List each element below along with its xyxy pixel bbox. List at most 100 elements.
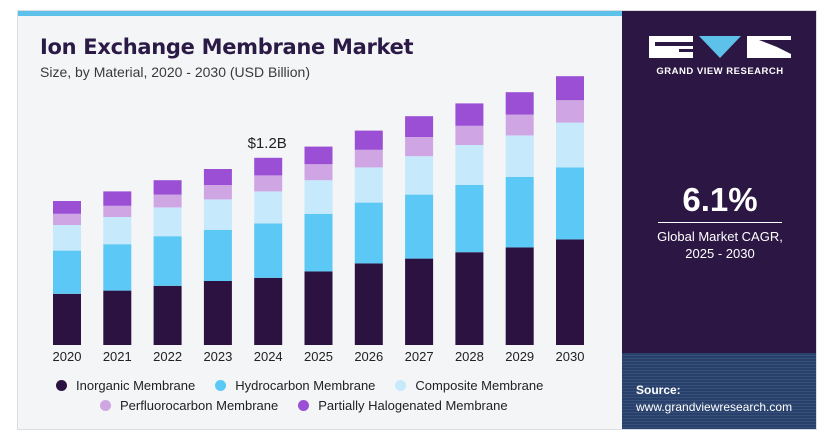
- bar-inorganic-membrane-2026: [354, 263, 383, 345]
- bar-composite-membrane-2023: [203, 199, 232, 230]
- legend-item-composite: Composite Membrane: [395, 378, 543, 393]
- chart-panel: Ion Exchange Membrane Market Size, by Ma…: [18, 11, 622, 429]
- bar-inorganic-membrane-2029: [505, 247, 534, 345]
- bar-hydrocarbon-membrane-2023: [203, 229, 232, 281]
- bar-partially-halogenated-membrane-2024: [254, 157, 283, 176]
- bar-perfluorocarbon-membrane-2024: [254, 175, 283, 192]
- bar-composite-membrane-2030: [556, 122, 584, 168]
- x-tick-label: 2022: [153, 349, 182, 364]
- x-tick-label: 2021: [103, 349, 132, 364]
- bar-partially-halogenated-membrane-2020: [53, 201, 81, 214]
- bar-perfluorocarbon-membrane-2023: [203, 185, 232, 200]
- stacked-bar-chart: 2020 2021 2022 2023 2024 2025 2026 2027 2028 2029…: [53, 76, 585, 364]
- legend-item-hydrocarbon: Hydrocarbon Membrane: [215, 378, 375, 393]
- bar-perfluorocarbon-membrane-2025: [304, 164, 333, 181]
- x-tick-label: 2023: [203, 349, 232, 364]
- bar-hydrocarbon-membrane-2029: [505, 177, 534, 248]
- bar-hydrocarbon-membrane-2025: [304, 213, 333, 272]
- brand-name: GRAND VIEW RESEARCH: [656, 66, 784, 77]
- x-tick-label: 2030: [556, 349, 585, 364]
- bar-partially-halogenated-membrane-2026: [354, 130, 383, 150]
- grand-view-research-logo: [649, 36, 791, 58]
- bar-inorganic-membrane-2030: [556, 239, 584, 345]
- bar-partially-halogenated-membrane-2028: [455, 103, 484, 126]
- bar-hydrocarbon-membrane-2030: [556, 167, 584, 240]
- x-tick-label: 2025: [304, 349, 333, 364]
- x-tick-label: 2029: [505, 349, 534, 364]
- bar-perfluorocarbon-membrane-2026: [354, 149, 383, 168]
- bar-perfluorocarbon-membrane-2029: [505, 114, 534, 136]
- bar-composite-membrane-2020: [53, 225, 81, 251]
- bar-partially-halogenated-membrane-2030: [556, 76, 584, 101]
- legend-row-1: Inorganic Membrane Hydrocarbon Membrane …: [56, 378, 543, 393]
- bar-perfluorocarbon-membrane-2027: [405, 137, 434, 157]
- sidebar-panel: GRAND VIEW RESEARCH 6.1% Global Market C…: [622, 11, 816, 429]
- legend-label: Hydrocarbon Membrane: [235, 378, 376, 393]
- accent-bar: [18, 11, 622, 16]
- bar-hydrocarbon-membrane-2021: [103, 244, 132, 291]
- bar-composite-membrane-2027: [405, 156, 434, 195]
- bar-partially-halogenated-membrane-2025: [304, 146, 333, 165]
- bar-composite-membrane-2021: [103, 217, 132, 245]
- bar-partially-halogenated-membrane-2029: [505, 92, 534, 115]
- bar-inorganic-membrane-2021: [103, 290, 132, 345]
- legend-dot-icon: [100, 400, 111, 411]
- chart-title: Ion Exchange Membrane Market: [40, 35, 414, 59]
- x-tick-label: 2024: [254, 349, 283, 364]
- cagr-value: 6.1%: [682, 181, 758, 218]
- bar-inorganic-membrane-2024: [254, 277, 283, 345]
- legend-item-inorganic: Inorganic Membrane: [56, 378, 195, 393]
- legend-dot-icon: [56, 380, 67, 391]
- bar-perfluorocarbon-membrane-2030: [556, 100, 584, 123]
- bar-inorganic-membrane-2023: [203, 281, 232, 345]
- bar-partially-halogenated-membrane-2027: [405, 116, 434, 137]
- legend-label: Composite Membrane: [415, 378, 544, 393]
- cagr-period: 2025 - 2030: [685, 246, 755, 261]
- bar-hydrocarbon-membrane-2024: [254, 223, 283, 278]
- bar-inorganic-membrane-2028: [455, 252, 484, 345]
- bar-perfluorocarbon-membrane-2022: [153, 194, 182, 208]
- bar-hydrocarbon-membrane-2022: [153, 236, 182, 286]
- bar-composite-membrane-2022: [153, 207, 182, 237]
- bar-hydrocarbon-membrane-2028: [455, 185, 484, 253]
- bar-hydrocarbon-membrane-2020: [53, 250, 81, 294]
- legend-dot-icon: [298, 400, 310, 411]
- x-axis-labels: 2020 2021 2022 2023 2024 2025 2026 2027 2028 2029…: [53, 349, 585, 364]
- bar-composite-membrane-2026: [354, 167, 383, 203]
- legend-label: Perfluorocarbon Membrane: [120, 398, 279, 413]
- bar-composite-membrane-2029: [505, 135, 534, 177]
- legend-item-perfluorocarbon: Perfluorocarbon Membrane: [100, 398, 278, 413]
- bar-perfluorocarbon-membrane-2028: [455, 125, 484, 145]
- cagr-label: Global Market CAGR,: [657, 229, 783, 244]
- legend-dot-icon: [395, 380, 407, 391]
- bar-composite-membrane-2024: [254, 191, 283, 224]
- infographic-card: Ion Exchange Membrane Market Size, by Ma…: [17, 10, 817, 430]
- bar-hydrocarbon-membrane-2027: [405, 194, 434, 259]
- x-tick-label: 2028: [455, 349, 484, 364]
- bar-perfluorocarbon-membrane-2020: [53, 213, 81, 225]
- value-annotation: $1.2B: [248, 135, 287, 152]
- legend-dot-icon: [215, 380, 227, 391]
- bar-partially-halogenated-membrane-2022: [153, 180, 182, 195]
- x-tick-label: 2027: [405, 349, 434, 364]
- divider: [658, 222, 782, 223]
- legend-row-2: Perfluorocarbon Membrane Partially Halog…: [100, 398, 508, 413]
- legend-item-partially-halogenated: Partially Halogenated Membrane: [298, 398, 508, 413]
- source-label: Source:: [636, 383, 681, 397]
- source-panel: [622, 353, 816, 429]
- bar-hydrocarbon-membrane-2026: [354, 202, 383, 264]
- bars-group: [53, 76, 584, 345]
- bar-partially-halogenated-membrane-2021: [103, 191, 132, 206]
- legend-label: Partially Halogenated Membrane: [318, 398, 508, 413]
- chart-subtitle: Size, by Material, 2020 - 2030 (USD Bill…: [40, 64, 311, 80]
- bar-inorganic-membrane-2027: [405, 258, 434, 345]
- x-tick-label: 2020: [53, 349, 82, 364]
- source-link[interactable]: www.grandviewresearch.com: [636, 400, 793, 414]
- x-tick-label: 2026: [354, 349, 383, 364]
- bar-composite-membrane-2025: [304, 180, 333, 214]
- bar-partially-halogenated-membrane-2023: [203, 169, 232, 185]
- bar-inorganic-membrane-2022: [153, 285, 182, 345]
- bar-inorganic-membrane-2025: [304, 271, 333, 345]
- bar-composite-membrane-2028: [455, 145, 484, 185]
- legend-label: Inorganic Membrane: [76, 378, 196, 393]
